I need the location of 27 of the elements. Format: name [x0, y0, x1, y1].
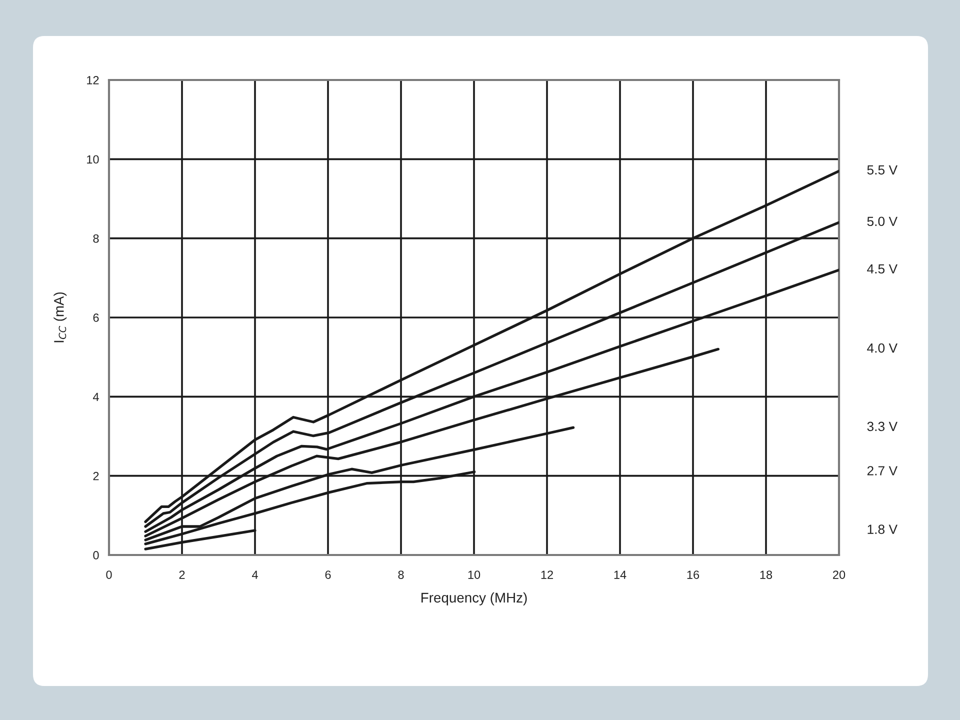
x-tick-label: 20 — [833, 570, 846, 579]
y-tick-label: 8 — [93, 234, 99, 243]
text: 5.5 V — [867, 165, 898, 175]
y-tick-label: 10 — [87, 155, 99, 164]
x-axis-title: Frequency (MHz) — [422, 592, 527, 606]
x-tick-label: 10 — [468, 570, 480, 579]
x-tick-label: 16 — [687, 570, 700, 579]
text: 3.3 V — [867, 422, 898, 432]
text: 2.7 V — [867, 466, 898, 476]
y-tick-label: 0 — [93, 551, 99, 560]
x-tick-label: 0 — [106, 570, 112, 579]
y-tick-label: 4 — [92, 392, 99, 401]
y-tick-label: 12 — [87, 76, 99, 84]
y-tick-label: 2 — [93, 472, 99, 480]
x-tick-label: 12 — [541, 570, 553, 579]
text: 4.0 V — [867, 343, 898, 353]
x-tick-label: 2 — [179, 570, 185, 579]
x-tick-label: 8 — [398, 570, 404, 579]
text: 1.8 V — [868, 524, 898, 534]
x-tick-label: 18 — [760, 570, 772, 579]
x-tick-label: 4 — [252, 570, 258, 579]
y-axis-title: I$_{CC}$ (mA) — [54, 292, 67, 342]
text: 5.0 V — [867, 216, 898, 226]
x-tick-label: 14 — [614, 570, 626, 579]
x-tick-label: 6 — [325, 570, 331, 579]
y-tick-label: 6 — [93, 314, 99, 322]
text: 4.5 V — [867, 264, 898, 274]
